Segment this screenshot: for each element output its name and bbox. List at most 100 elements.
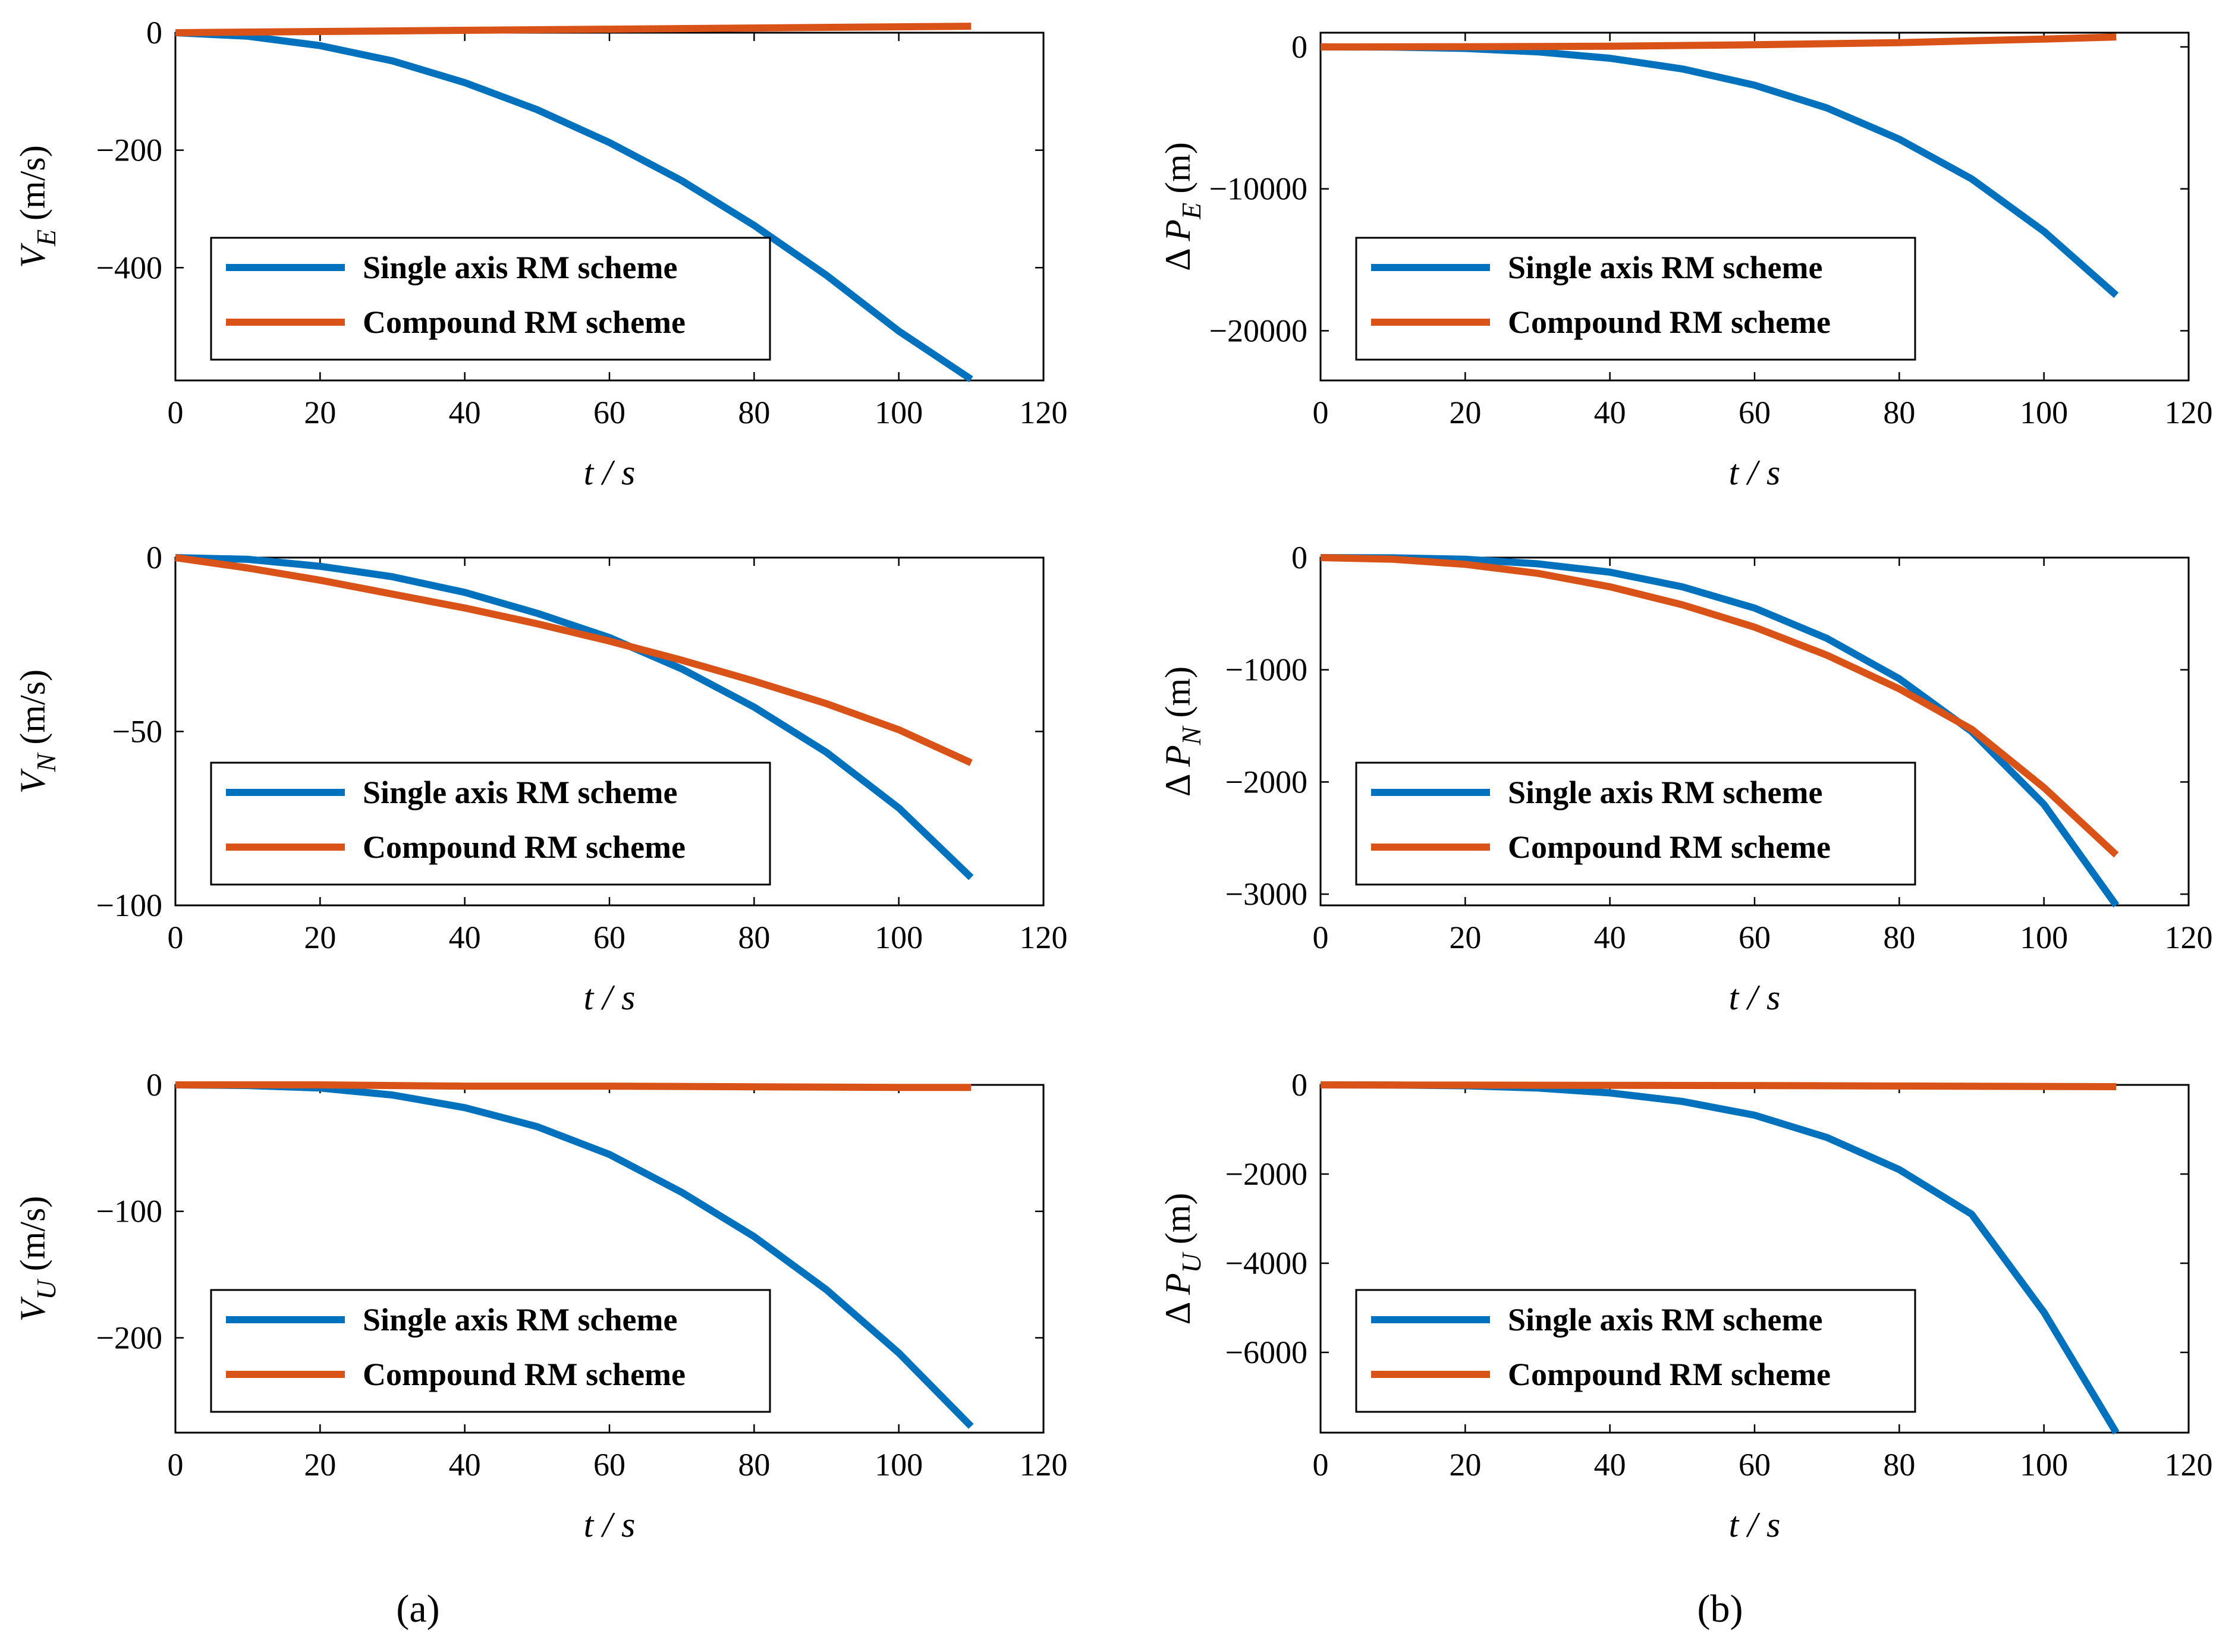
series-line-single-axis bbox=[175, 29, 973, 382]
x-tick-label: 20 bbox=[1449, 920, 1481, 955]
x-tick-label: 100 bbox=[875, 395, 923, 430]
x-tick-label: 40 bbox=[1594, 920, 1626, 955]
x-tick-label: 80 bbox=[738, 395, 770, 430]
x-tick-label: 0 bbox=[1313, 920, 1329, 955]
legend: Single axis RM scheme Compound RM scheme bbox=[210, 762, 771, 886]
x-axis-label: t / s bbox=[584, 453, 636, 492]
x-tick-label: 120 bbox=[2165, 395, 2213, 430]
legend-box bbox=[210, 1289, 771, 1413]
y-tick-label: −2000 bbox=[1225, 1156, 1307, 1192]
x-tick-label: 120 bbox=[1020, 1447, 1068, 1483]
x-axis-label: t / s bbox=[1729, 1505, 1781, 1544]
y-tick-label: 0 bbox=[146, 1067, 162, 1103]
x-tick-label: 0 bbox=[1313, 395, 1329, 430]
x-axis-label: t / s bbox=[1729, 453, 1781, 492]
y-tick-label: −10000 bbox=[1209, 171, 1307, 207]
series-line-single-axis bbox=[175, 554, 974, 880]
legend: Single axis RM scheme Compound RM scheme bbox=[1355, 237, 1916, 361]
y-tick-label: −200 bbox=[96, 1320, 162, 1355]
legend-label-compound: Compound RM scheme bbox=[363, 829, 686, 865]
x-tick-label: 60 bbox=[593, 1447, 625, 1483]
legend-label-single-axis: Single axis RM scheme bbox=[1508, 775, 1822, 810]
series-line-compound bbox=[175, 23, 972, 36]
x-tick-label: 20 bbox=[304, 920, 336, 955]
series-line-compound bbox=[175, 554, 973, 766]
y-axis-label: VE (m/s) bbox=[13, 145, 61, 268]
x-tick-label: 40 bbox=[449, 395, 481, 430]
x-tick-label: 100 bbox=[2020, 920, 2068, 955]
legend-label-compound: Compound RM scheme bbox=[1508, 829, 1831, 865]
legend-label-single-axis: Single axis RM scheme bbox=[363, 775, 677, 810]
x-tick-label: 60 bbox=[1739, 920, 1771, 955]
x-tick-label: 60 bbox=[1739, 395, 1771, 430]
y-tick-label: −6000 bbox=[1225, 1335, 1307, 1370]
series-line-compound bbox=[1320, 33, 2117, 51]
x-tick-label: 120 bbox=[1020, 395, 1068, 430]
x-tick-label: 40 bbox=[449, 1447, 481, 1483]
x-tick-label: 120 bbox=[2165, 1447, 2213, 1483]
x-tick-label: 20 bbox=[1449, 395, 1481, 430]
x-tick-label: 120 bbox=[2165, 920, 2213, 955]
y-tick-label: −20000 bbox=[1209, 313, 1307, 348]
x-tick-label: 120 bbox=[1020, 920, 1068, 955]
legend: Single axis RM scheme Compound RM scheme bbox=[210, 1289, 771, 1413]
x-tick-label: 0 bbox=[168, 395, 184, 430]
y-tick-label: −400 bbox=[96, 250, 162, 285]
legend-box bbox=[1355, 237, 1916, 361]
chart-ve: 0 20 40 60 80 100 120 0 −200 −400 Single axis RM s… bbox=[13, 15, 1068, 492]
x-tick-label: 100 bbox=[2020, 395, 2068, 430]
y-tick-label: 0 bbox=[1291, 29, 1307, 65]
x-tick-label: 80 bbox=[1883, 395, 1915, 430]
chart-pu: 0 20 40 60 80 100 120 0 −2000 −4000 −6000 Single ax… bbox=[1158, 1067, 2213, 1544]
chart-pn: 0 20 40 60 80 100 120 0 −1000 −2000 −3000 Single ax… bbox=[1158, 540, 2213, 1017]
x-tick-label: 80 bbox=[1883, 920, 1915, 955]
y-tick-label: −50 bbox=[112, 714, 162, 750]
legend-label-single-axis: Single axis RM scheme bbox=[363, 250, 677, 285]
legend-label-single-axis: Single axis RM scheme bbox=[363, 1302, 677, 1338]
series-line-compound bbox=[175, 1081, 972, 1091]
legend-box bbox=[1355, 1289, 1916, 1413]
x-axis-label: t / s bbox=[584, 1505, 636, 1544]
y-axis-label: VN (m/s) bbox=[13, 669, 61, 794]
x-tick-label: 60 bbox=[593, 395, 625, 430]
x-tick-label: 0 bbox=[1313, 1447, 1329, 1483]
legend-box bbox=[210, 237, 771, 361]
series-line-single-axis bbox=[1320, 554, 2120, 908]
legend-label-compound: Compound RM scheme bbox=[1508, 1357, 1831, 1392]
legend-box bbox=[210, 762, 771, 886]
x-tick-label: 100 bbox=[875, 920, 923, 955]
y-tick-label: 0 bbox=[146, 15, 162, 51]
panel-label-a: (a) bbox=[396, 1587, 439, 1631]
legend: Single axis RM scheme Compound RM scheme bbox=[1355, 1289, 1916, 1413]
x-tick-label: 60 bbox=[1739, 1447, 1771, 1483]
legend-label-compound: Compound RM scheme bbox=[363, 304, 686, 340]
y-axis-label: Δ PU (m) bbox=[1158, 1193, 1206, 1325]
legend: Single axis RM scheme Compound RM scheme bbox=[210, 237, 771, 361]
y-tick-label: 0 bbox=[146, 540, 162, 575]
x-tick-label: 60 bbox=[593, 920, 625, 955]
legend-label-single-axis: Single axis RM scheme bbox=[1508, 1302, 1822, 1338]
y-axis-label: Δ PN (m) bbox=[1158, 666, 1206, 797]
legend-label-single-axis: Single axis RM scheme bbox=[1508, 250, 1822, 285]
y-tick-label: 0 bbox=[1291, 540, 1307, 575]
chart-pe: 0 20 40 60 80 100 120 0 −10000 −20000 Single axis … bbox=[1158, 29, 2213, 492]
series-line-compound bbox=[1320, 554, 2119, 858]
x-tick-label: 80 bbox=[738, 1447, 770, 1483]
legend-label-compound: Compound RM scheme bbox=[1508, 304, 1831, 340]
legend: Single axis RM scheme Compound RM scheme bbox=[1355, 762, 1916, 886]
y-tick-label: −100 bbox=[96, 888, 162, 923]
legend-label-compound: Compound RM scheme bbox=[363, 1357, 686, 1392]
y-tick-label: −4000 bbox=[1225, 1245, 1307, 1281]
chart-vn: 0 20 40 60 80 100 120 0 −50 −100 Single axis RM sc… bbox=[13, 540, 1068, 1017]
y-tick-label: 0 bbox=[1291, 1067, 1307, 1103]
x-tick-label: 40 bbox=[449, 920, 481, 955]
x-tick-label: 0 bbox=[168, 1447, 184, 1483]
y-tick-label: −200 bbox=[96, 133, 162, 168]
y-tick-label: −100 bbox=[96, 1194, 162, 1229]
x-tick-label: 80 bbox=[1883, 1447, 1915, 1483]
chart-vu: 0 20 40 60 80 100 120 0 −100 −200 Single axis RM s… bbox=[13, 1067, 1068, 1544]
x-tick-label: 40 bbox=[1594, 395, 1626, 430]
x-axis-label: t / s bbox=[584, 978, 636, 1017]
x-tick-label: 100 bbox=[875, 1447, 923, 1483]
